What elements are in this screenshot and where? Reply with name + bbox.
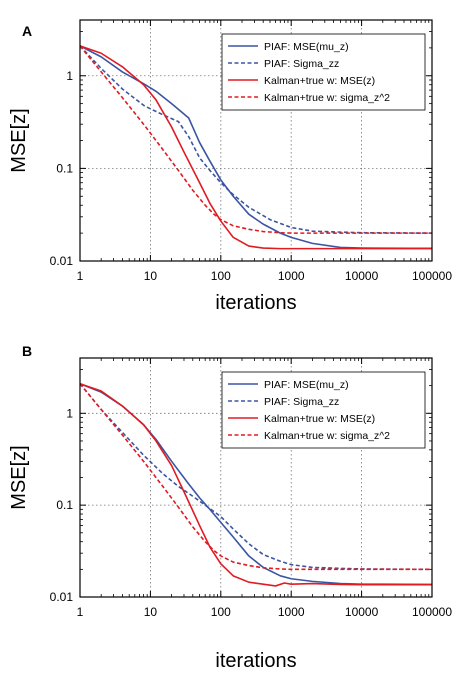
legend-label-1: PIAF: Sigma_zz <box>264 396 339 408</box>
plot-frame <box>79 19 433 262</box>
legend: PIAF: MSE(mu_z) PIAF: Sigma_zz Kalman+true… <box>221 33 426 111</box>
y-tick-label: 0.1 <box>56 161 73 175</box>
series-line-1 <box>79 383 433 571</box>
x-tick-label: 10 <box>144 605 158 619</box>
panel-label: A <box>22 23 32 39</box>
x-tick-label: 10 <box>144 269 158 283</box>
x-tick-label: 1 <box>77 605 84 619</box>
x-axis-label: iterations <box>215 650 296 672</box>
x-tick-label: 10000 <box>345 605 379 619</box>
panel-label: B <box>22 343 32 359</box>
legend: PIAF: MSE(mu_z) PIAF: Sigma_zz Kalman+true… <box>221 371 426 449</box>
series-line-3 <box>79 383 432 571</box>
y-tick-label: 0.01 <box>50 590 74 604</box>
series-line-2 <box>79 382 432 587</box>
series-line-2 <box>79 45 432 250</box>
legend-label-0: PIAF: MSE(mu_z) <box>264 379 349 391</box>
x-tick-label: 100000 <box>412 605 452 619</box>
legend-label-1: PIAF: Sigma_zz <box>264 58 339 70</box>
x-tick-label: 10000 <box>345 269 379 283</box>
y-tick-label: 1 <box>66 69 73 83</box>
series-line-1 <box>79 45 433 234</box>
x-tick-label: 1000 <box>278 269 305 283</box>
y-axis-label: MSE[z] <box>8 445 30 509</box>
x-tick-label: 100 <box>211 269 231 283</box>
y-tick-label: 0.1 <box>56 498 73 512</box>
legend-label-0: PIAF: MSE(mu_z) <box>264 41 349 53</box>
x-axis-label: iterations <box>215 292 296 314</box>
legend-label-2: Kalman+true w: MSE(z) <box>264 413 375 425</box>
x-tick-label: 1000 <box>278 605 305 619</box>
series-line-3 <box>79 45 432 234</box>
legend-label-3: Kalman+true w: sigma_z^2 <box>264 430 390 442</box>
y-tick-label: 1 <box>66 406 73 420</box>
legend-label-2: Kalman+true w: MSE(z) <box>264 75 375 87</box>
chart-panel-a: A 1 10 100 1000 10000 100000 0.01 0.1 1 PIAF: MSE(… <box>8 19 452 314</box>
y-axis-label: MSE[z] <box>8 108 30 172</box>
legend-label-3: Kalman+true w: sigma_z^2 <box>264 92 390 104</box>
x-tick-label: 1 <box>77 269 84 283</box>
x-tick-label: 100000 <box>412 269 452 283</box>
y-tick-label: 0.01 <box>50 254 74 268</box>
x-tick-label: 100 <box>211 605 231 619</box>
plot-frame <box>79 357 433 598</box>
chart-panel-b: B 1 10 100 1000 10000 100000 0.01 0.1 1 PIAF: MSE(… <box>8 343 452 672</box>
